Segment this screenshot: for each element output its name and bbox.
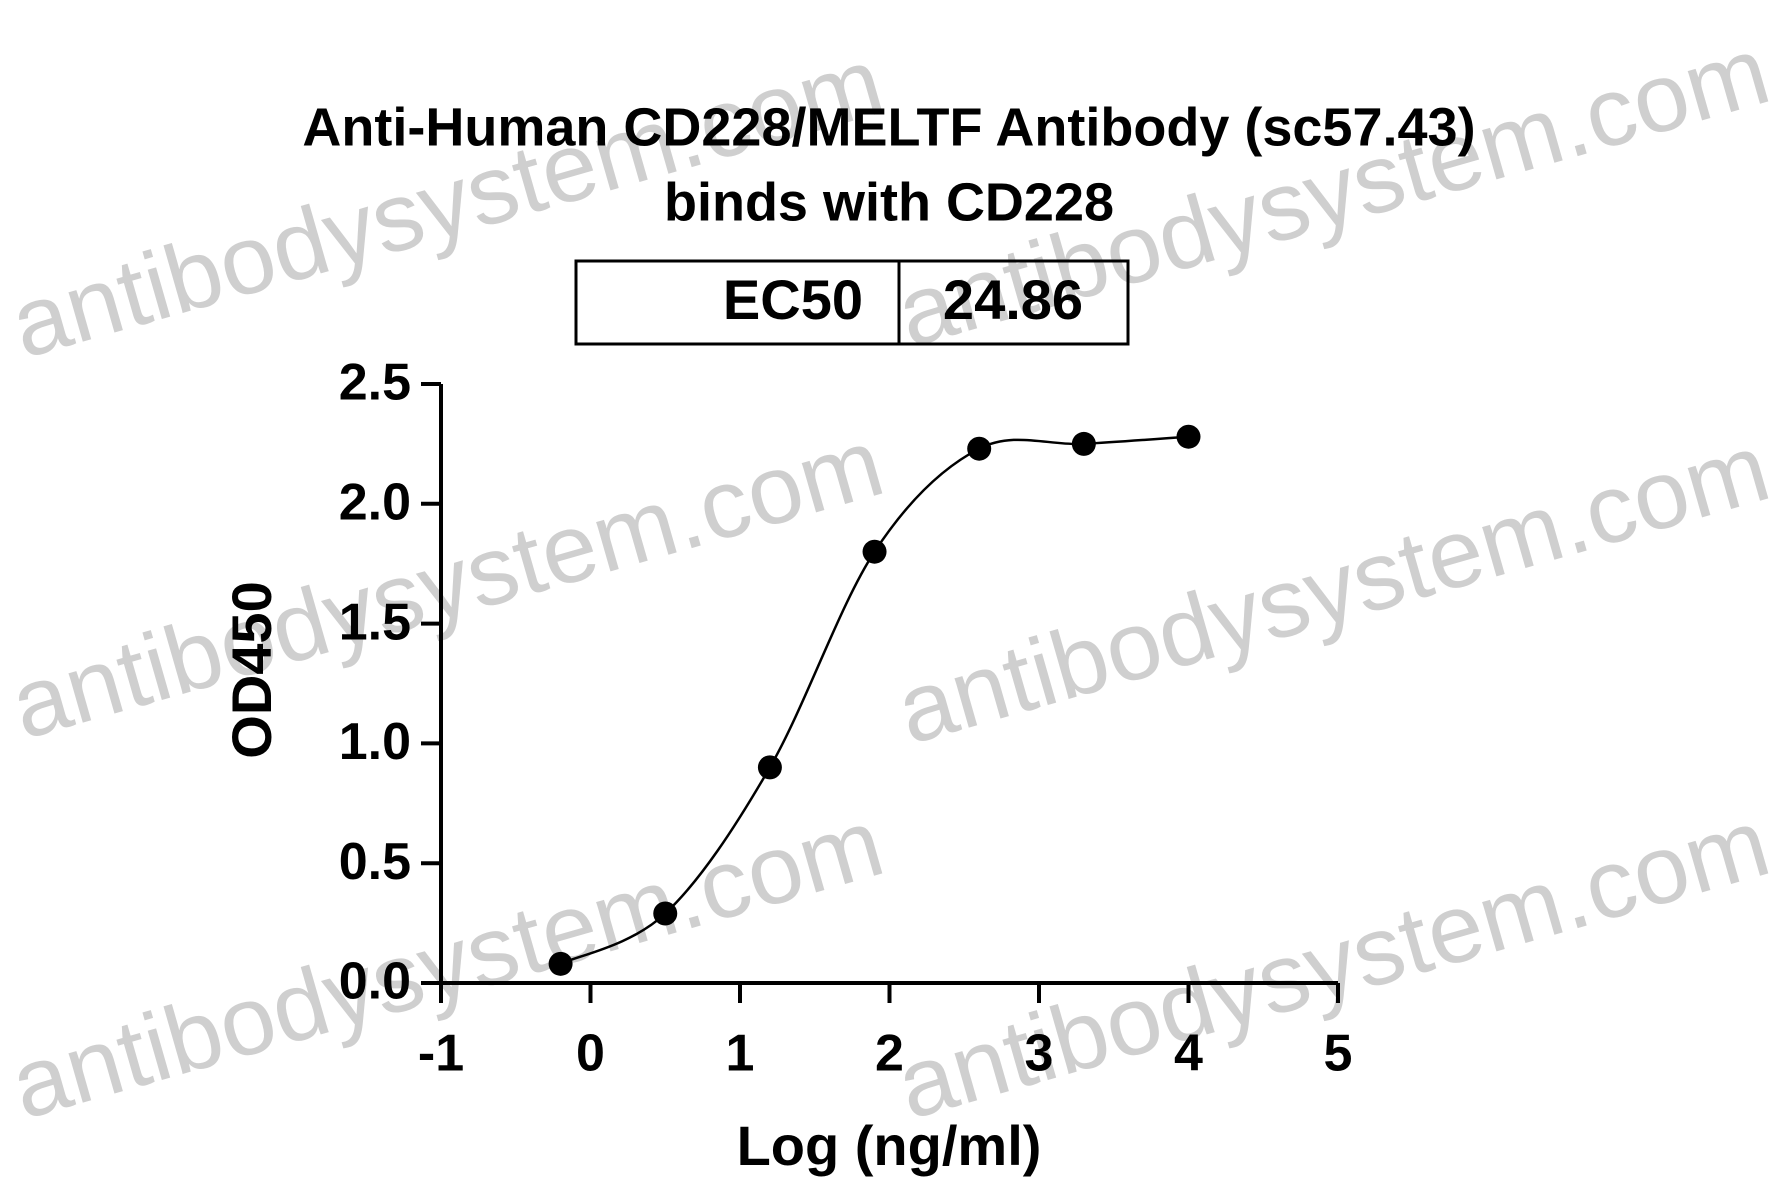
- x-tick-label: 2: [875, 1025, 904, 1083]
- x-tick-label: 4: [1174, 1025, 1203, 1083]
- chart-title: Anti-Human CD228/MELTF Antibody (sc57.43…: [302, 97, 1475, 157]
- y-tick-label: 1.0: [339, 713, 411, 771]
- watermark: antibodysystem.com: [0, 787, 894, 1140]
- x-tick-label: -1: [418, 1025, 464, 1083]
- watermark: antibodysystem.com: [885, 412, 1780, 765]
- x-tick-label: 5: [1324, 1025, 1353, 1083]
- y-tick-label: 1.5: [339, 593, 411, 651]
- ec50-label: EC50: [723, 268, 863, 331]
- x-tick-label: 3: [1025, 1025, 1054, 1083]
- ec50-value: 24.86: [943, 268, 1083, 331]
- data-point: [757, 755, 782, 780]
- data-point: [967, 436, 992, 461]
- ec50-box: [574, 259, 1130, 346]
- x-tick-label: 1: [726, 1025, 755, 1083]
- data-point: [653, 901, 678, 926]
- data-point: [548, 951, 573, 976]
- y-tick-label: 0.5: [339, 833, 411, 891]
- x-axis-label: Log (ng/ml): [737, 1114, 1042, 1177]
- x-tick-label: 0: [576, 1025, 605, 1083]
- y-tick-label: 2.5: [339, 354, 411, 412]
- y-tick-label: 2.0: [339, 474, 411, 532]
- data-point: [1176, 424, 1201, 449]
- watermark: antibodysystem.com: [0, 407, 894, 760]
- y-axis-label: OD450: [220, 581, 283, 758]
- data-point: [1071, 431, 1096, 456]
- watermark: antibodysystem.com: [885, 787, 1780, 1140]
- data-point: [862, 539, 887, 564]
- y-tick-label: 0.0: [339, 953, 411, 1011]
- chart-subtitle: binds with CD228: [664, 172, 1114, 232]
